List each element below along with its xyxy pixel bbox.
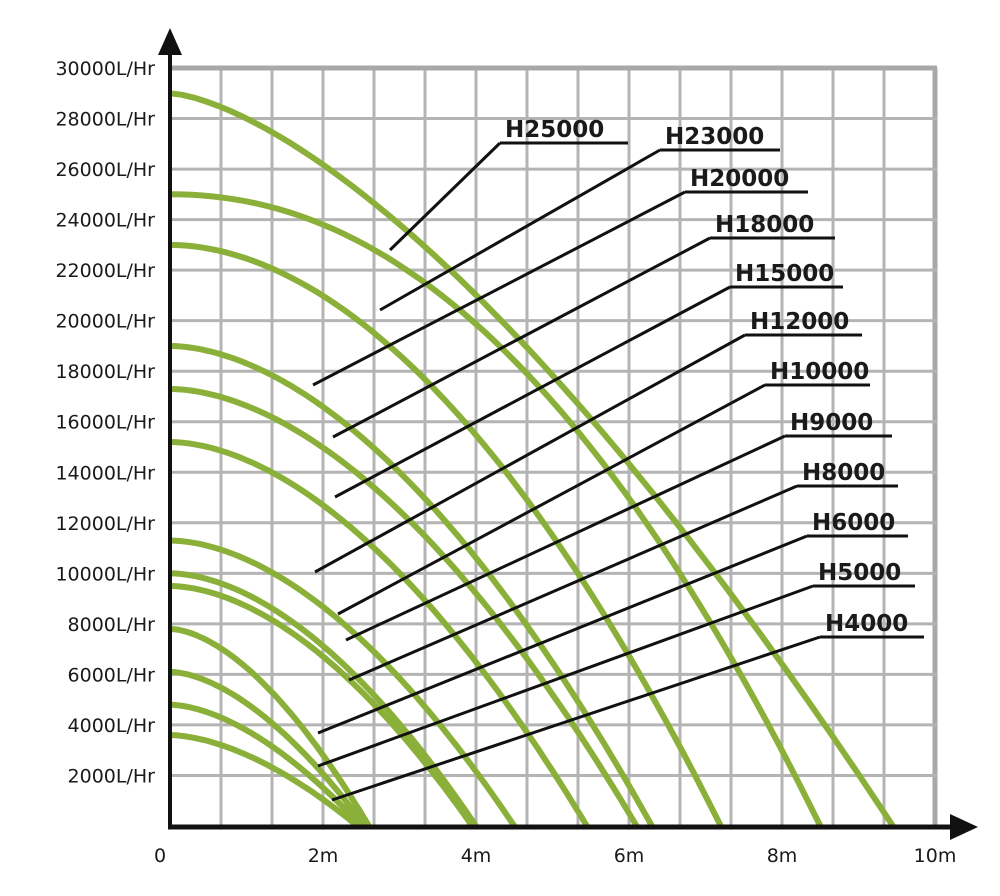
y-tick-label: 14000L/Hr [55, 462, 155, 484]
series-label-h25000: H25000 [505, 117, 604, 143]
curve-h15000 [169, 385, 640, 828]
series-label-h23000: H23000 [665, 124, 764, 150]
y-tick-label: 4000L/Hr [68, 715, 156, 737]
curve-h25000 [169, 90, 896, 828]
leader-lines [312, 141, 924, 802]
curve-h10000 [169, 537, 517, 828]
series-label-h9000: H9000 [790, 410, 873, 436]
y-tick-label: 6000L/Hr [68, 664, 156, 686]
axes [158, 28, 978, 840]
grid [170, 65, 938, 826]
x-tick-label: 6m [614, 845, 645, 867]
curve-h5000 [169, 668, 368, 828]
y-axis-arrow [158, 28, 182, 55]
y-tick-label: 2000L/Hr [68, 765, 156, 787]
series-label-h12000: H12000 [750, 309, 849, 335]
leader-line [312, 190, 686, 387]
curve-h18000 [169, 342, 655, 828]
series-label-h20000: H20000 [690, 166, 789, 192]
series-label-h8000: H8000 [802, 460, 885, 486]
y-tick-label: 16000L/Hr [55, 412, 155, 434]
series-label-h18000: H18000 [715, 212, 814, 238]
leader-line [317, 534, 808, 735]
series-label-h5000: H5000 [818, 560, 901, 586]
y-tick-label: 8000L/Hr [68, 614, 156, 636]
x-tick-label: 0 [154, 845, 166, 867]
leader-line [348, 484, 798, 682]
y-tick-label: 10000L/Hr [55, 563, 155, 585]
curve-unlabeled [169, 732, 360, 829]
series-label-h10000: H10000 [770, 359, 869, 385]
curve-h20000 [169, 241, 724, 828]
leader-line [314, 333, 746, 574]
x-tick-label: 10m [914, 845, 957, 867]
y-tick-labels: 2000L/Hr 4000L/Hr 6000L/Hr 8000L/Hr 10000L/H… [55, 58, 155, 787]
series-label-h4000: H4000 [825, 611, 908, 637]
y-tick-label: 26000L/Hr [55, 159, 155, 181]
curve-h8000 [169, 583, 475, 828]
leader-line [379, 148, 661, 312]
y-tick-label: 20000L/Hr [55, 311, 155, 333]
y-tick-label: 22000L/Hr [55, 260, 155, 282]
y-tick-label: 18000L/Hr [55, 361, 155, 383]
y-tick-label: 30000L/Hr [55, 58, 155, 80]
series-labels: H25000 H23000 H20000 H18000 H15000 H12000 H100… [505, 117, 908, 637]
x-tick-label: 2m [308, 845, 339, 867]
curve-h4000 [169, 701, 364, 829]
curve-h9000 [169, 570, 479, 828]
curve-h6000 [169, 625, 372, 828]
leader-line [331, 635, 821, 802]
x-tick-labels: 0 2m 4m 6m 8m 10m [154, 845, 956, 867]
curve-h23000 [169, 191, 823, 828]
x-axis-arrow [950, 814, 978, 840]
leader-line [345, 434, 786, 642]
leader-line [334, 285, 731, 499]
series-label-h6000: H6000 [812, 510, 895, 536]
leader-line [388, 141, 502, 252]
curves [169, 90, 896, 829]
x-tick-label: 8m [767, 845, 798, 867]
y-tick-label: 12000L/Hr [55, 513, 155, 535]
leader-line [332, 236, 711, 439]
x-tick-label: 4m [461, 845, 492, 867]
y-tick-label: 24000L/Hr [55, 210, 155, 232]
leader-line [317, 584, 814, 768]
y-tick-label: 28000L/Hr [55, 109, 155, 131]
series-label-h15000: H15000 [735, 261, 834, 287]
curve-h12000 [169, 438, 590, 828]
leader-line [337, 383, 766, 616]
